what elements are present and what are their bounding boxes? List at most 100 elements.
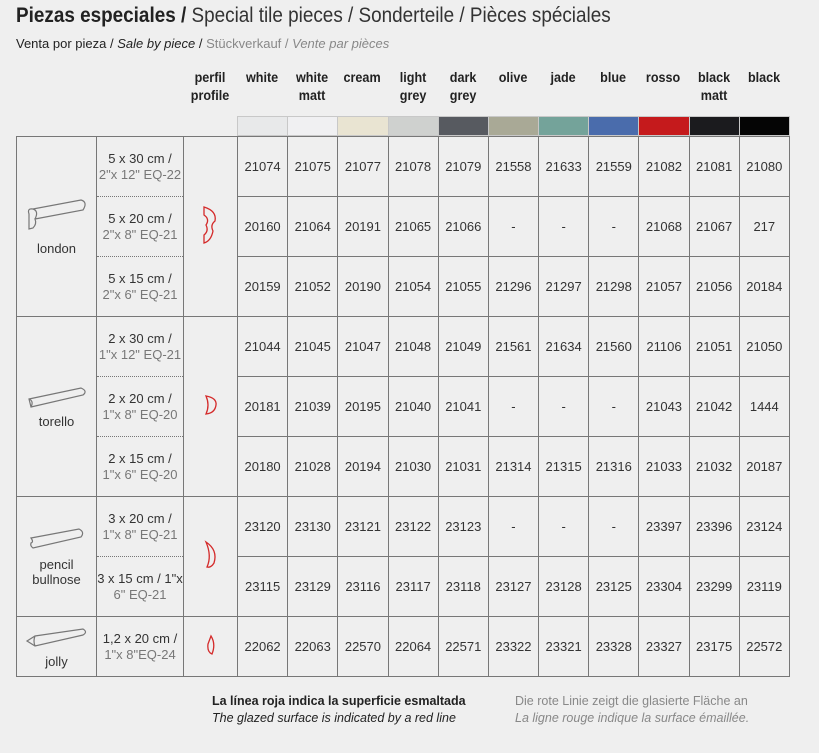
profile-header-en: profile bbox=[190, 87, 230, 103]
color-header: jade bbox=[541, 68, 586, 86]
size-metric: 3 x 20 cm / bbox=[108, 510, 172, 526]
product-code: 217 bbox=[738, 196, 790, 257]
product-code: 21559 bbox=[588, 136, 640, 197]
table-row: 3 x 15 cm / 1"x 6" EQ-21 23115 23129 23116 23… bbox=[17, 556, 790, 617]
product-code: 23396 bbox=[688, 496, 740, 557]
table-row: 5 x 20 cm /2"x 8" EQ-21 20160 21064 20191 21… bbox=[17, 196, 790, 257]
profile-cell bbox=[183, 316, 238, 497]
london-piece-icon bbox=[25, 198, 89, 241]
london-profile-icon bbox=[201, 206, 221, 248]
title-spanish: Piezas especiales / bbox=[16, 4, 187, 27]
product-code: 21033 bbox=[638, 436, 690, 497]
product-code: 21297 bbox=[538, 256, 590, 317]
color-header: olive bbox=[490, 68, 535, 86]
product-code: 21057 bbox=[638, 256, 690, 317]
size-metric: 3 x 15 cm / 1"x bbox=[97, 570, 183, 586]
product-code: 22572 bbox=[738, 616, 790, 677]
size-imperial: 1"x 8" EQ-21 bbox=[102, 526, 178, 542]
size-cell: 5 x 20 cm /2"x 8" EQ-21 bbox=[96, 196, 184, 257]
piece-name: london bbox=[36, 240, 77, 256]
size-cell: 3 x 15 cm / 1"x 6" EQ-21 bbox=[96, 556, 184, 617]
product-code: 21633 bbox=[538, 136, 590, 197]
product-code: 21558 bbox=[487, 136, 540, 197]
product-code: 23123 bbox=[437, 496, 489, 557]
footer-right: Die rote Linie zeigt die glasierte Fläch… bbox=[515, 693, 749, 727]
size-metric: 2 x 15 cm / bbox=[108, 450, 172, 466]
product-code: 21077 bbox=[337, 136, 389, 197]
product-code: 23321 bbox=[538, 616, 590, 677]
product-code: 23120 bbox=[236, 496, 289, 557]
product-code: 21056 bbox=[688, 256, 740, 317]
color-label: cream bbox=[343, 69, 382, 85]
product-code: 21051 bbox=[688, 316, 740, 377]
product-code: 21055 bbox=[437, 256, 489, 317]
product-code: 23117 bbox=[387, 556, 439, 617]
size-cell: 1,2 x 20 cm /1"x 8"EQ-24 bbox=[96, 616, 184, 677]
color-swatch bbox=[588, 116, 640, 136]
color-swatch bbox=[688, 116, 740, 136]
product-code: 21066 bbox=[437, 196, 489, 257]
product-code: 21043 bbox=[638, 376, 690, 437]
page-title: Piezas especiales / Special tile pieces … bbox=[16, 4, 611, 28]
color-header: black matt bbox=[691, 68, 736, 104]
product-code: 21054 bbox=[387, 256, 439, 317]
product-code: 1444 bbox=[738, 376, 790, 437]
size-metric: 2 x 30 cm / bbox=[108, 330, 172, 346]
color-label: dark bbox=[449, 69, 477, 85]
product-code: 23328 bbox=[588, 616, 640, 677]
product-code: 23118 bbox=[437, 556, 489, 617]
color-label: black bbox=[747, 69, 781, 85]
product-code: 21032 bbox=[688, 436, 740, 497]
color-label: white bbox=[296, 69, 329, 85]
product-code: 20187 bbox=[738, 436, 790, 497]
profile-cell bbox=[183, 616, 238, 677]
color-header: blue bbox=[591, 68, 636, 86]
color-label: light bbox=[399, 69, 426, 85]
product-code: 21074 bbox=[236, 136, 289, 197]
size-cell: 2 x 15 cm /1"x 6" EQ-20 bbox=[96, 436, 184, 497]
product-code: 21030 bbox=[387, 436, 439, 497]
product-code: - bbox=[538, 196, 590, 257]
product-code: 21080 bbox=[738, 136, 790, 197]
product-code: 23116 bbox=[337, 556, 389, 617]
pencil-bullnose-piece-icon bbox=[25, 528, 89, 557]
profile-cell bbox=[183, 496, 238, 617]
product-code: 23299 bbox=[688, 556, 740, 617]
product-code: 21075 bbox=[287, 136, 339, 197]
product-code: 20184 bbox=[738, 256, 790, 317]
table-row: 2 x 15 cm /1"x 6" EQ-20 20180 21028 20194 21… bbox=[17, 436, 790, 497]
table-row: london 5 x 30 cm /2"x 12" EQ-22 21074 21075… bbox=[16, 136, 790, 317]
product-code: 21068 bbox=[638, 196, 690, 257]
product-code: 20180 bbox=[236, 436, 289, 497]
jolly-profile-icon bbox=[205, 634, 217, 659]
color-header: white matt bbox=[290, 68, 335, 104]
product-code: 21634 bbox=[538, 316, 590, 377]
color-swatch bbox=[437, 116, 489, 136]
footer-en: The glazed surface is indicated by a red… bbox=[212, 711, 456, 725]
product-code: 23129 bbox=[287, 556, 339, 617]
size-metric: 5 x 20 cm / bbox=[108, 210, 172, 226]
torello-piece-icon bbox=[25, 386, 89, 414]
product-code: 21045 bbox=[287, 316, 339, 377]
size-imperial: 1"x 12" EQ-21 bbox=[98, 346, 182, 362]
color-swatch bbox=[738, 116, 790, 136]
product-code: 20181 bbox=[236, 376, 289, 437]
size-imperial: 1"x 8" EQ-20 bbox=[102, 406, 178, 422]
color-label: matt bbox=[700, 87, 728, 103]
table-row: jolly 1,2 x 20 cm /1"x 8"EQ-24 22062 22063 2… bbox=[16, 616, 790, 677]
profile-header: perfil profile bbox=[186, 68, 235, 104]
product-code: - bbox=[588, 196, 640, 257]
product-code: 23119 bbox=[738, 556, 790, 617]
product-code: 21315 bbox=[538, 436, 590, 497]
piece-name: pencil bbox=[39, 557, 74, 572]
footer-es: La línea roja indica la superficie esmal… bbox=[212, 694, 466, 708]
product-code: 22570 bbox=[337, 616, 389, 677]
color-label: grey bbox=[399, 87, 426, 103]
size-imperial: 6" EQ-21 bbox=[113, 586, 167, 602]
product-code: 21296 bbox=[487, 256, 540, 317]
color-swatch bbox=[638, 116, 690, 136]
size-cell: 5 x 15 cm /2"x 6" EQ-21 bbox=[96, 256, 184, 317]
color-swatch bbox=[487, 116, 540, 136]
color-swatch bbox=[337, 116, 389, 136]
table-row: torello 2 x 30 cm /1"x 12" EQ-21 21044 2104… bbox=[16, 316, 790, 497]
